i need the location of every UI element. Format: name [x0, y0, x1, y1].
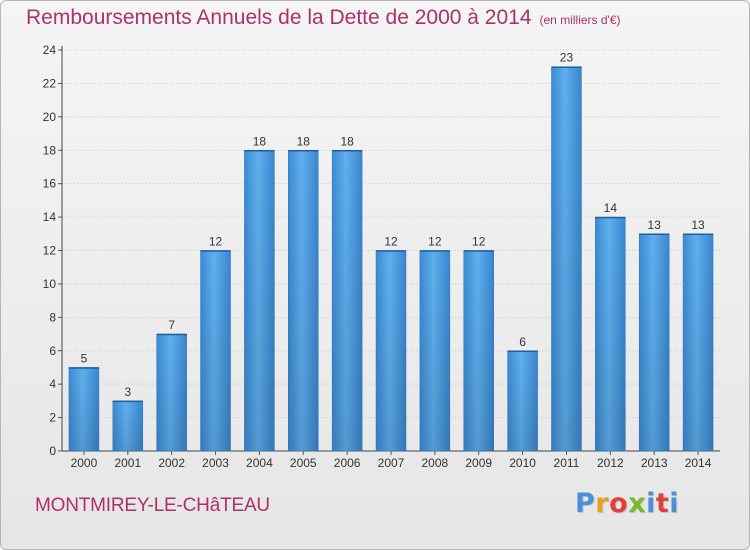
bar-shade: [288, 150, 319, 451]
x-tick-label: 2005: [290, 456, 317, 470]
data-labels: 5 3 7 12 18 18 18 12 12 12 6 23 14 13 13: [81, 51, 705, 399]
bar-shade: [507, 350, 538, 451]
x-tick-label: 2009: [465, 456, 492, 470]
chart-title: Remboursements Annuels de la Dette de 20…: [26, 6, 621, 30]
bar-shade: [639, 233, 670, 451]
logo-letter: x: [628, 488, 647, 519]
x-tick-label: 2014: [685, 456, 712, 470]
x-tick-label: 2006: [334, 456, 361, 470]
logo-letter: o: [609, 488, 629, 519]
data-label: 14: [604, 201, 618, 215]
y-tick-label: 2: [49, 411, 56, 425]
bar-shade: [683, 233, 714, 451]
bar-shade: [156, 334, 187, 451]
x-tick-label: 2013: [641, 456, 668, 470]
bar-shade: [463, 250, 494, 451]
y-tick-label: 12: [43, 244, 57, 258]
logo-letter: t: [655, 488, 670, 519]
x-tick-label: 2008: [422, 456, 449, 470]
chart-unit-label: (en milliers d'€): [539, 13, 621, 27]
y-tick-label: 14: [43, 210, 57, 224]
data-label: 12: [472, 235, 486, 249]
data-label: 7: [168, 318, 175, 332]
x-tick-label: 2010: [509, 456, 536, 470]
logo-letter: i: [646, 488, 656, 519]
x-tick-label: 2001: [114, 456, 141, 470]
data-label: 18: [297, 134, 311, 148]
data-label: 12: [209, 235, 223, 249]
bar-shade: [200, 250, 231, 451]
y-tick-label: 24: [43, 43, 57, 57]
logo-letter: r: [595, 488, 610, 519]
y-tick-label: 22: [43, 76, 57, 90]
bar-shade: [332, 150, 363, 451]
y-tick-label: 20: [43, 110, 57, 124]
y-tick-label: 18: [43, 143, 57, 157]
data-label: 12: [428, 235, 442, 249]
y-tick-label: 8: [49, 310, 56, 324]
logo-letter: P: [575, 488, 596, 519]
chart-title-text: Remboursements Annuels de la Dette de 20…: [26, 6, 532, 29]
x-tick-label: 2003: [202, 456, 229, 470]
x-tick-label: 2011: [554, 456, 580, 470]
data-label: 5: [81, 351, 88, 365]
bar-shade: [244, 150, 275, 451]
x-tick-label: 2000: [71, 456, 98, 470]
bar-shade: [376, 250, 406, 451]
y-tick-label: 6: [49, 344, 56, 358]
data-label: 23: [560, 51, 574, 65]
x-tick-label: 2002: [158, 456, 185, 470]
bar-shade: [68, 367, 99, 451]
y-tick-label: 4: [49, 377, 56, 391]
proxiti-logo: Proxiti: [575, 488, 679, 519]
logo-letter: i: [669, 488, 680, 519]
bar-shade: [551, 66, 582, 451]
data-label: 3: [124, 385, 131, 399]
data-label: 12: [384, 235, 398, 249]
data-label: 18: [253, 134, 267, 148]
data-label: 13: [691, 218, 705, 232]
data-label: 13: [648, 218, 662, 232]
data-label: 18: [340, 134, 354, 148]
bar-shade: [112, 400, 143, 451]
bars: [68, 66, 714, 452]
commune-name: MONTMIREY-LE-CHâTEAU: [35, 495, 270, 516]
bar-shade: [419, 250, 450, 451]
y-tick-label: 16: [43, 177, 57, 191]
x-tick-label: 2012: [597, 456, 624, 470]
y-tick-label: 10: [43, 277, 57, 291]
data-label: 6: [519, 335, 526, 349]
x-tick-label: 2007: [378, 456, 405, 470]
x-tick-label: 2004: [246, 456, 273, 470]
bar-shade: [595, 217, 626, 451]
y-tick-label: 0: [49, 444, 56, 458]
